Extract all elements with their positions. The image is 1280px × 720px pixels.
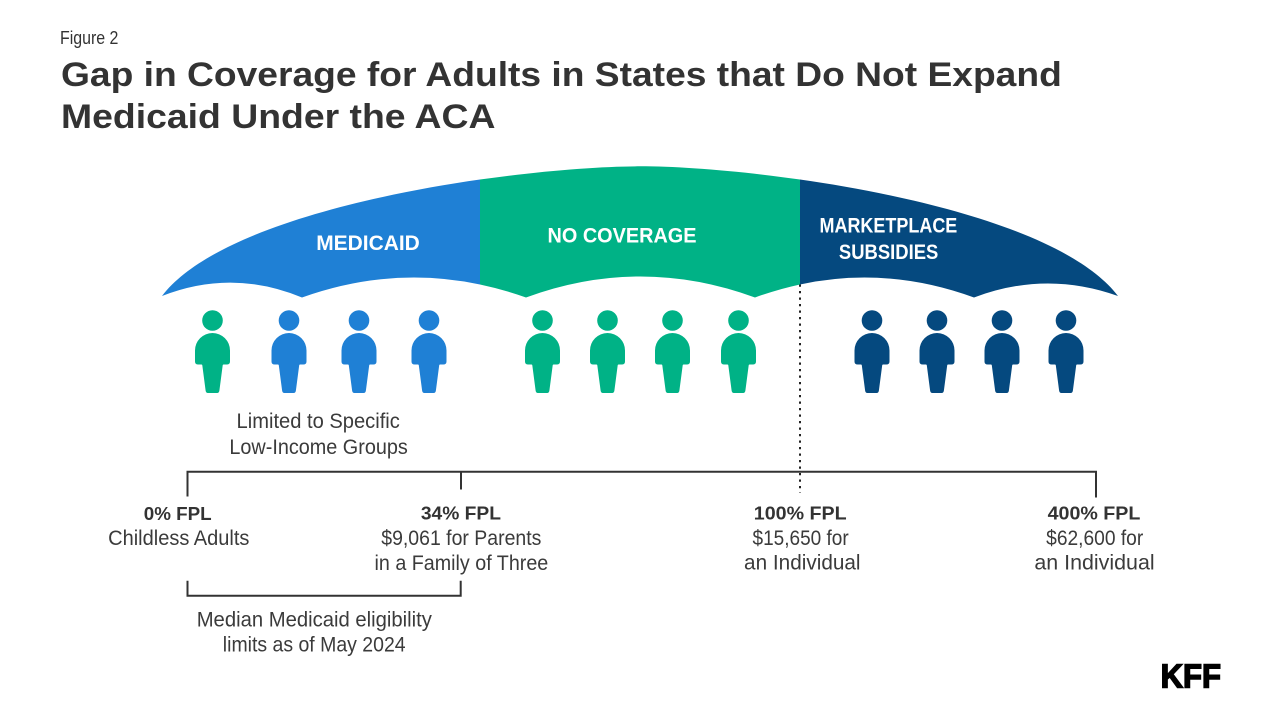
svg-text:$9,061 for Parents: $9,061 for Parents <box>381 527 541 550</box>
svg-text:Low-Income Groups: Low-Income Groups <box>229 436 407 459</box>
svg-text:$15,650 for: $15,650 for <box>753 527 849 550</box>
svg-text:MEDICAID: MEDICAID <box>316 232 420 255</box>
svg-text:0% FPL: 0% FPL <box>144 503 212 524</box>
svg-text:100% FPL: 100% FPL <box>754 502 847 523</box>
svg-text:Limited to Specific: Limited to Specific <box>237 410 400 433</box>
svg-text:Median Medicaid eligibility: Median Medicaid eligibility <box>197 609 433 632</box>
svg-text:NO COVERAGE: NO COVERAGE <box>548 224 697 247</box>
svg-text:KFF: KFF <box>1161 659 1221 696</box>
svg-text:$62,600 for: $62,600 for <box>1046 527 1143 550</box>
svg-text:400% FPL: 400% FPL <box>1048 502 1141 523</box>
svg-text:an Individual: an Individual <box>1034 552 1154 575</box>
svg-text:Childless Adults: Childless Adults <box>108 527 249 550</box>
svg-text:SUBSIDIES: SUBSIDIES <box>839 240 938 264</box>
svg-text:an Individual: an Individual <box>744 552 861 575</box>
svg-text:34% FPL: 34% FPL <box>421 502 501 523</box>
svg-text:MARKETPLACE: MARKETPLACE <box>820 214 958 238</box>
svg-text:Gap in Coverage for Adults in: Gap in Coverage for Adults in States tha… <box>61 56 1062 94</box>
svg-text:Medicaid Under the ACA: Medicaid Under the ACA <box>61 98 496 136</box>
svg-text:limits as of May 2024: limits as of May 2024 <box>223 634 406 657</box>
svg-text:in a Family of Three: in a Family of Three <box>375 552 549 575</box>
svg-text:Figure 2: Figure 2 <box>60 28 118 48</box>
